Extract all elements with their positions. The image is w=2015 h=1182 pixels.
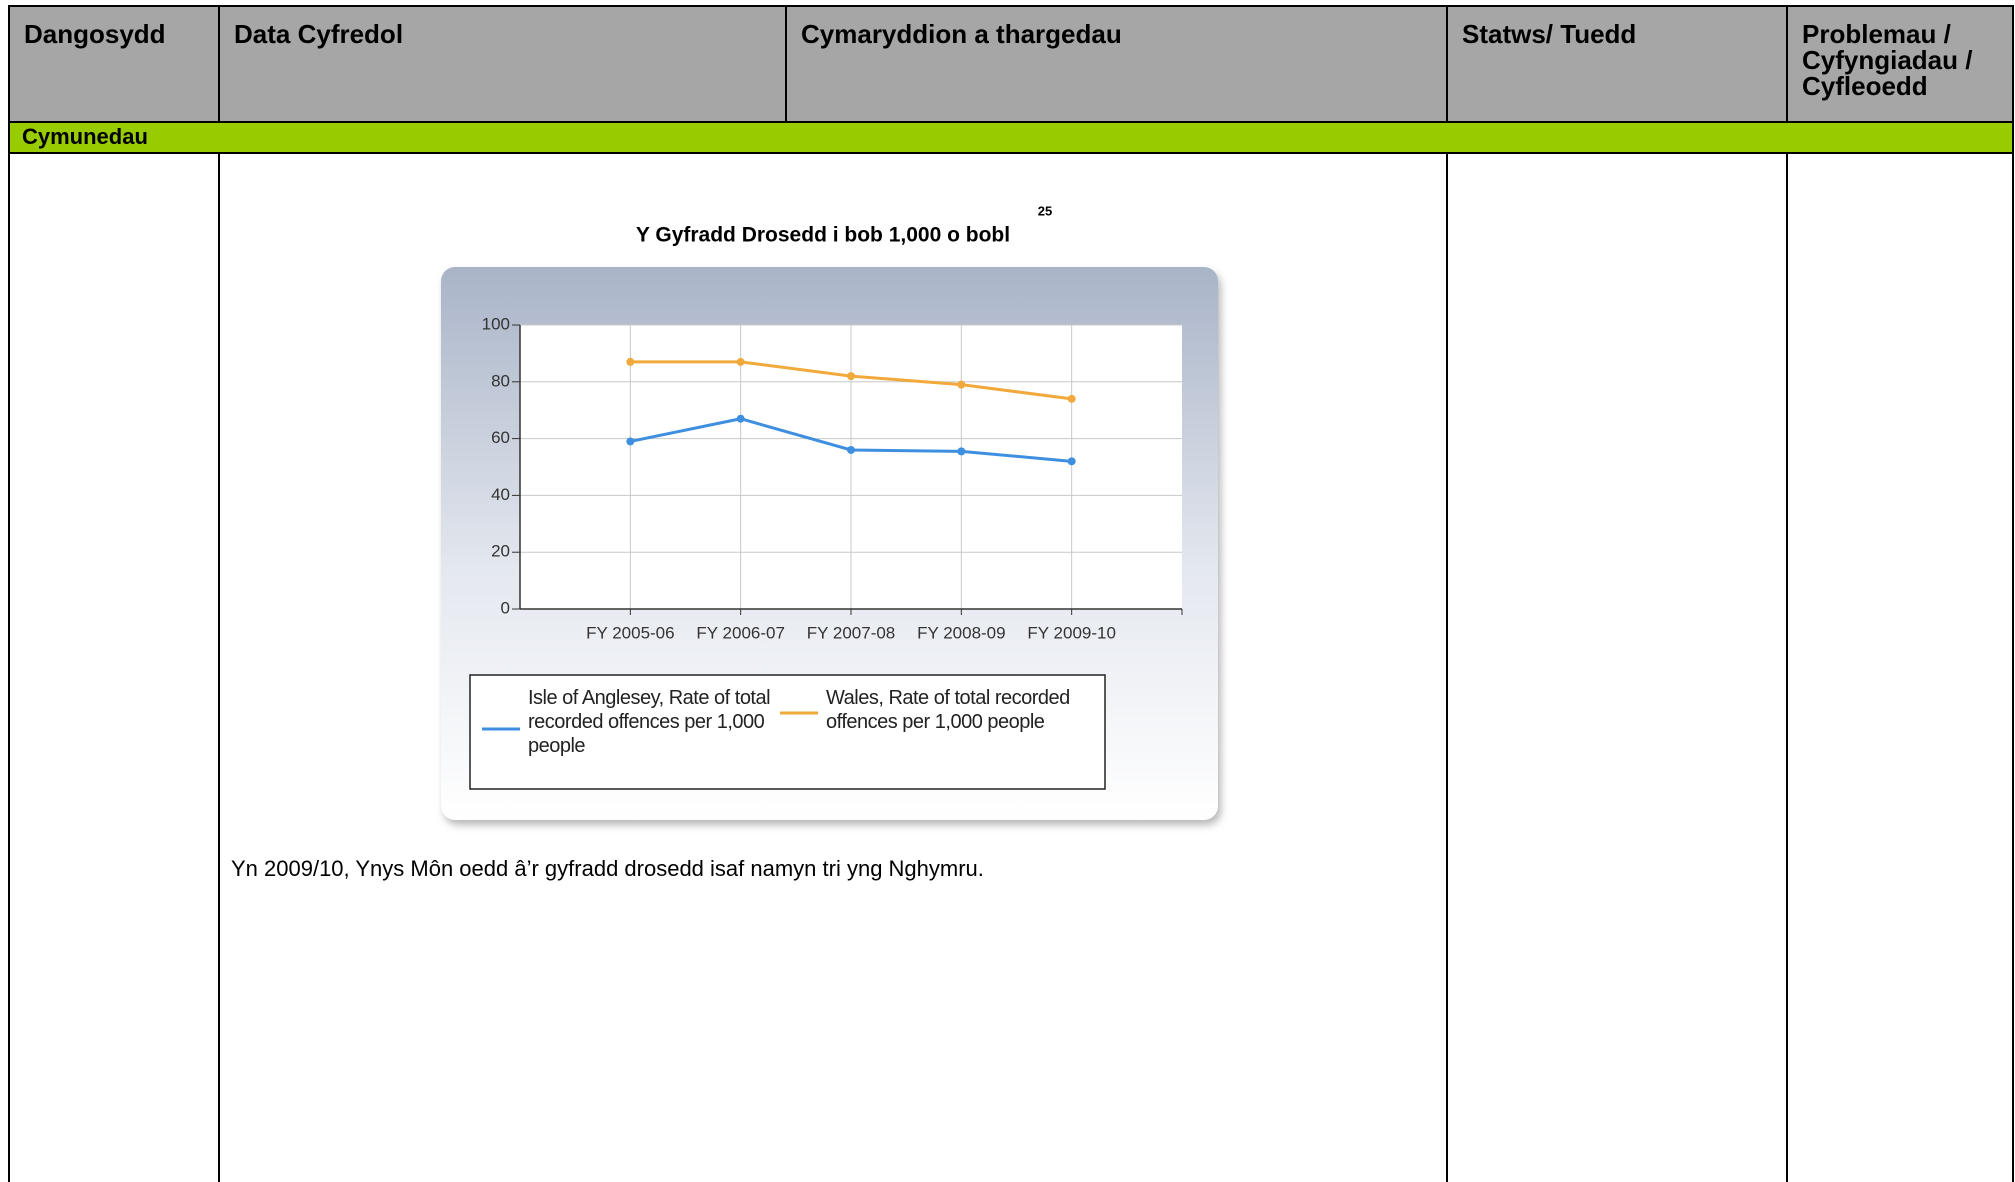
x-tick-label: FY 2005-06 <box>586 623 675 642</box>
point <box>736 357 745 366</box>
x-tick-label: FY 2006-07 <box>696 623 785 642</box>
header-cell: Data Cyfredol <box>218 5 787 123</box>
x-tick-label: FY 2009-10 <box>1027 623 1116 642</box>
header-cell: Cymaryddion a thargedau <box>785 5 1448 123</box>
x-tick-label: FY 2007-08 <box>807 623 896 642</box>
point <box>626 437 635 446</box>
y-tick-label: 100 <box>482 314 510 333</box>
point <box>1067 457 1076 466</box>
header-cell: Dangosydd <box>8 5 220 123</box>
point <box>1067 394 1076 403</box>
point <box>626 357 635 366</box>
legend-label: Isle of Anglesey, Rate of total recorded… <box>528 687 771 757</box>
cell <box>1786 152 2014 1182</box>
legend-box <box>469 674 1106 790</box>
y-tick-label: 80 <box>491 371 510 390</box>
chart-title: Y Gyfradd Drosedd i bob 1,000 o bobl <box>636 224 1010 247</box>
point <box>736 414 745 423</box>
point <box>847 445 855 454</box>
legend-entry: Wales, Rate of total recorded offences p… <box>826 687 1070 733</box>
y-tick-label: 40 <box>491 485 510 504</box>
y-tick-label: 20 <box>491 542 510 561</box>
paragraph: Yn 2009/10, Ynys Môn oedd â’r gyfradd dr… <box>231 856 984 881</box>
x-tick-label: FY 2008-09 <box>917 623 1006 642</box>
cell <box>1446 152 1788 1182</box>
header-cell: Statws/ Tuedd <box>1446 5 1788 123</box>
legend-label: Wales, Rate of total recorded offences p… <box>826 687 1070 733</box>
point <box>847 372 855 381</box>
header-cell: Problemau / Cyfyngiadau / Cyfleoedd <box>1786 5 2014 123</box>
y-tick-label: 0 <box>501 598 510 617</box>
legend-entry: Isle of Anglesey, Rate of total recorded… <box>528 687 771 757</box>
point <box>957 380 966 389</box>
cell <box>8 152 220 1182</box>
y-tick-label: 60 <box>491 428 510 447</box>
point <box>957 447 966 456</box>
footnote: 25 <box>1038 203 1052 218</box>
section-row: Cymunedau <box>8 121 2014 154</box>
